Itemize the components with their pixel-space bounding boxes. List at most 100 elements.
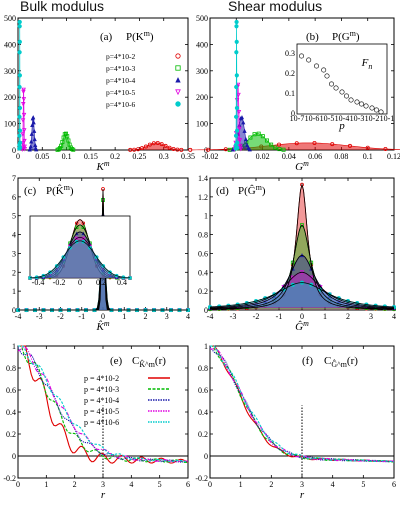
legend-label: p=4*10-4 [106,76,135,85]
data-point-circle [347,143,352,148]
x-tick-label: -0.02 [202,152,219,161]
data-point-dot [234,128,240,133]
panel-title: CK̂^m​(r) [132,355,166,369]
y-tick-label: 100 [4,120,16,129]
series-p3 [17,347,189,463]
data-point-triangle-down [235,82,241,88]
data-point-triangle [247,147,252,152]
y-tick-label: 0 [12,146,16,155]
data-point-dot [235,140,240,145]
data-point-circle [155,140,160,145]
y-tick-label: -0.2 [195,474,208,483]
data-point-square [269,142,274,147]
data-point-dot [17,133,22,138]
data-point-dot [17,39,22,44]
data-point-square [65,134,70,139]
x-tick-label: 2 [73,480,77,489]
legend-label: p=4*10-2 [106,52,135,61]
data-point-triangle [243,137,248,142]
y-tick-label: 500 [4,14,16,23]
y-tick-label: 6 [12,193,16,202]
inset-x-tick-label: 10-4 [335,114,350,123]
y-tick-label: 0 [204,146,208,155]
y-tick-label: 1 [12,342,16,351]
data-point-dot [17,84,22,90]
data-point-triangle-down [20,118,26,123]
data-point-circle [188,147,193,152]
data-point-triangle [28,146,33,151]
data-point-triangle [33,142,38,147]
data-point-square [66,138,71,143]
y-tick-label: 0.8 [198,231,208,240]
x-tick-label: 5 [158,480,162,489]
y-tick-label: 0.4 [198,408,208,417]
inset-data-point [363,103,369,109]
data-point-triangle-down [21,102,26,107]
inset-x-tick-label: -0.2 [53,278,66,287]
fit-curve [209,282,395,308]
series-p5 [18,345,189,463]
data-point-dot [235,145,240,150]
data-point-triangle [34,147,39,152]
inset-data-point [314,63,320,69]
x-axis-label: K̂m​ [95,319,109,333]
data-point-triangle-down [238,144,243,149]
data-point-square [227,147,232,152]
legend-label: p=4*10-3 [106,64,135,73]
data-point-dot [234,84,239,90]
data-point-circle [163,143,168,148]
data-point-triangle-down [290,275,295,280]
data-point-circle [61,264,66,268]
series-p2 [210,345,395,463]
x-tick-label: -2 [57,312,64,321]
data-point-triangle-down [236,109,242,115]
data-point-square [175,65,181,71]
data-point-triangle-down [22,144,27,150]
y-tick-label: 0.6 [198,386,208,395]
y-tick-label: 0.4 [198,268,208,277]
x-tick-label: 0.08 [334,152,348,161]
y-tick-label: 100 [196,120,208,129]
x-tick-label: 0.2 [110,152,120,161]
inset-data-point [333,85,339,91]
x-tick-label: 2 [269,480,273,489]
data-point-dot [234,105,240,111]
inset-data-point [348,97,354,103]
y-tick-label: 1 [204,342,208,351]
x-tick-label: 0 [300,312,304,321]
inset-x-tick-label: 10-1 [380,114,395,123]
legend-label: p=4*10-5 [106,88,135,97]
inset-x-tick-label: 10-3 [350,114,365,123]
x-tick-label: 0.3 [159,152,169,161]
data-point-dot [17,73,23,78]
x-tick-label: 0.12 [387,152,400,161]
x-tick-label: 5 [361,480,365,489]
data-point-circle [318,292,323,297]
data-point-dot [234,73,239,78]
data-point-dot [234,39,239,44]
panel-e: 0123456-0.200.20.40.60.81r(e)CK̂^m​(r)p … [3,342,190,501]
x-tick-label: 1 [323,312,327,321]
data-point-dot [17,19,22,25]
x-axis-label: r [300,489,305,501]
data-point-triangle [31,115,36,120]
x-tick-label: 0.06 [308,152,322,161]
data-point-dot [17,114,22,119]
shear-modulus-heading: Shear modulus [228,0,323,14]
data-point-circle [143,144,148,149]
x-tick-label: -3 [230,312,237,321]
x-tick-label: 2 [346,312,350,321]
data-point-triangle-down [236,92,241,98]
data-point-triangle [245,142,250,147]
legend-label: p = 4*10-2 [84,374,119,383]
inset-y-tick-label: 0 [291,109,295,118]
inset-frame [296,43,388,115]
data-point-triangle [29,131,34,136]
y-tick-label: 300 [196,67,208,76]
x-tick-label: 0 [208,480,212,489]
y-tick-label: 0 [12,452,16,461]
data-point-dot [17,24,22,29]
x-tick-label: -4 [15,312,22,321]
x-tick-label: 6 [186,480,190,489]
